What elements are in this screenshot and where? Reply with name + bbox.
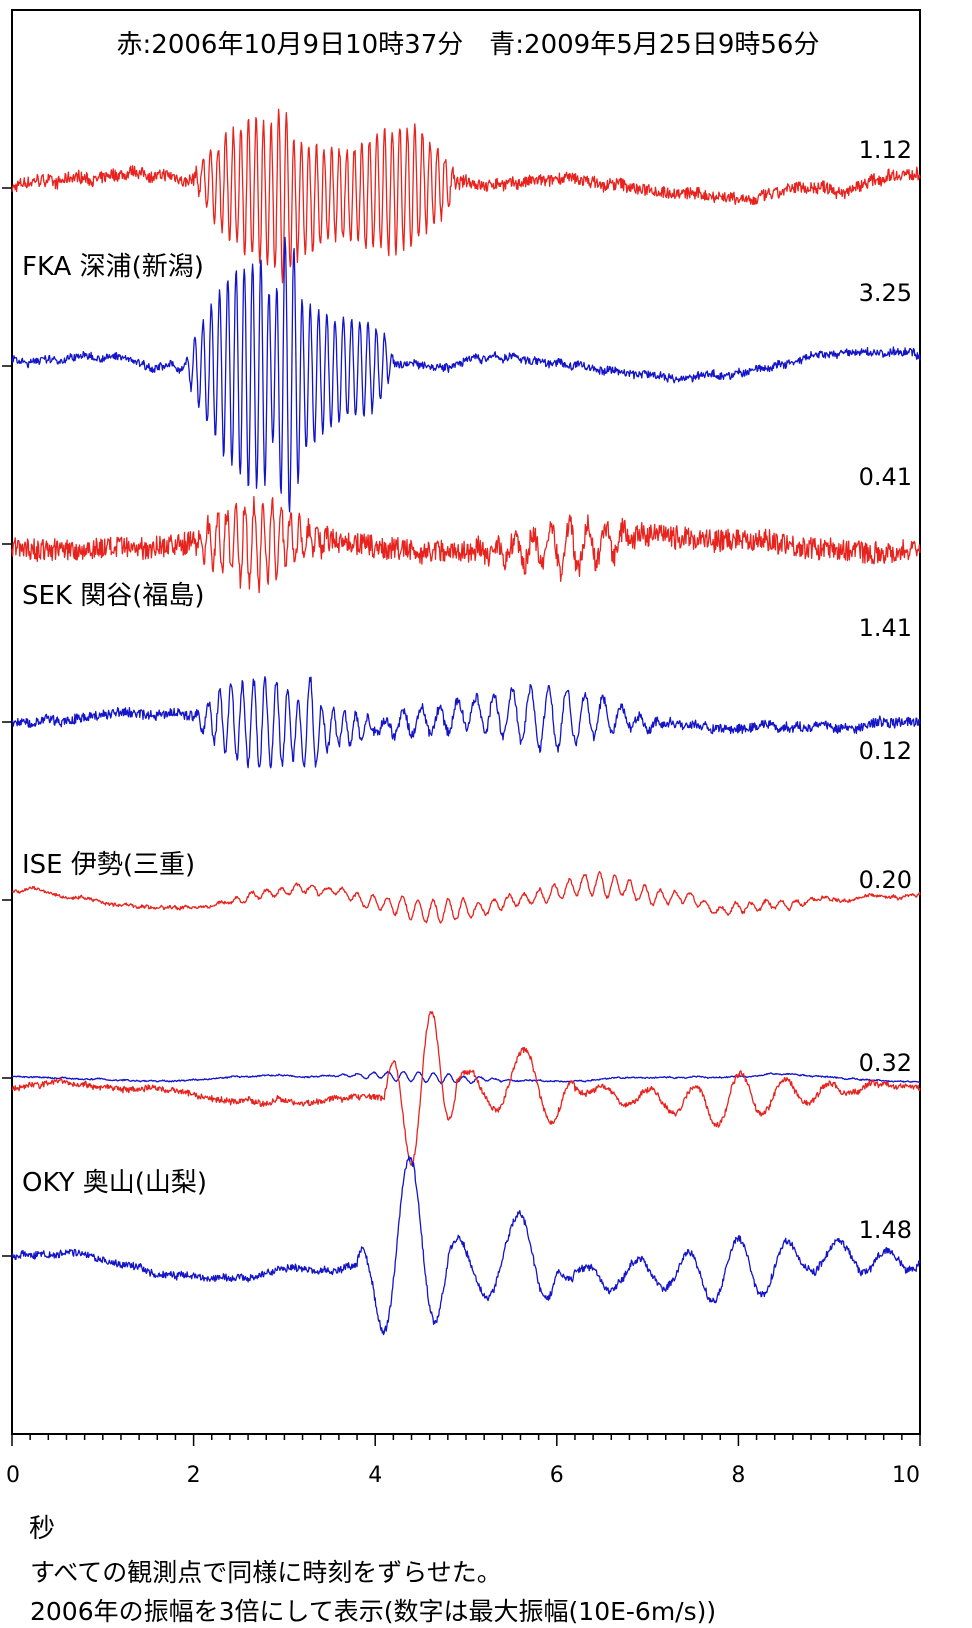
trace-line-red xyxy=(11,108,921,284)
x-tick-label: 2 xyxy=(187,1463,201,1488)
max-amplitude-label: 0.32 xyxy=(859,1049,912,1077)
plot-frame xyxy=(11,9,921,1435)
station-label: OKY 奥山(山梨) xyxy=(22,1168,207,1198)
chart-title: 赤:2006年10月9日10時37分 青:2009年5月25日9時56分 xyxy=(117,30,820,60)
max-amplitude-label: 1.12 xyxy=(859,136,912,164)
x-tick-label: 8 xyxy=(731,1463,745,1488)
x-tick-label: 6 xyxy=(550,1463,564,1488)
max-amplitude-label: 1.41 xyxy=(859,614,912,642)
bottom-axis-ticks: 0 2 4 6 8 10 xyxy=(6,1434,921,1488)
max-amplitude-label: 0.41 xyxy=(859,463,912,491)
trace-line-blue xyxy=(11,676,921,769)
station-label: ISE 伊勢(三重) xyxy=(22,850,195,880)
max-amplitude-label: 3.25 xyxy=(859,279,912,307)
trace-line-blue xyxy=(11,236,921,513)
x-axis-label: 秒 xyxy=(29,1514,55,1544)
footnote-line-2: 2006年の振幅を3倍にして表示(数字は最大振幅(10E-6m/s)) xyxy=(30,1597,717,1626)
station-label: SEK 関谷(福島) xyxy=(22,581,205,611)
x-tick-label: 10 xyxy=(892,1463,920,1488)
station-label: FKA 深浦(新潟) xyxy=(22,252,204,282)
x-tick-label: 0 xyxy=(6,1463,20,1488)
trace-line-blue xyxy=(11,1070,921,1085)
footnote-line-1: すべての観測点で同様に時刻をずらせた。 xyxy=(30,1558,502,1587)
left-axis-ticks xyxy=(2,187,12,1257)
max-amplitude-label: 0.12 xyxy=(859,737,912,765)
max-amplitude-label: 1.48 xyxy=(859,1216,912,1244)
trace-group xyxy=(11,108,921,1336)
trace-line-red xyxy=(11,496,921,594)
max-amplitude-label: 0.20 xyxy=(859,866,912,894)
trace-line-red xyxy=(11,870,921,924)
trace-line-red xyxy=(11,1011,921,1166)
label-group: 赤:2006年10月9日10時37分 青:2009年5月25日9時56分 秒 F… xyxy=(22,30,912,1544)
x-tick-label: 4 xyxy=(368,1463,382,1488)
trace-line-blue xyxy=(11,1155,921,1336)
